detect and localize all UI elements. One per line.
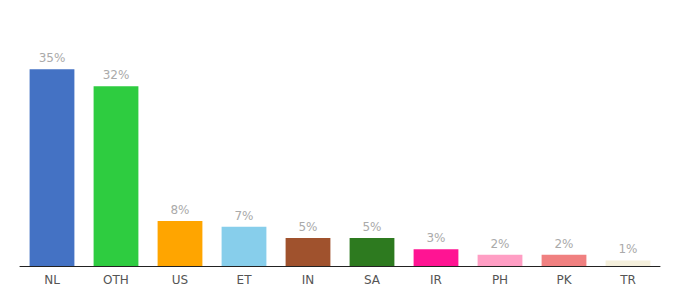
svg-text:SA: SA <box>364 273 381 287</box>
svg-text:7%: 7% <box>234 209 253 223</box>
svg-text:US: US <box>172 273 188 287</box>
svg-text:8%: 8% <box>170 203 189 217</box>
svg-text:3%: 3% <box>426 231 445 245</box>
svg-text:OTH: OTH <box>103 273 129 287</box>
svg-text:PH: PH <box>492 273 508 287</box>
svg-text:IR: IR <box>430 273 442 287</box>
svg-text:ET: ET <box>237 273 253 287</box>
svg-text:1%: 1% <box>618 242 637 256</box>
svg-text:2%: 2% <box>490 237 509 251</box>
svg-text:IN: IN <box>302 273 315 287</box>
svg-text:TR: TR <box>619 273 636 287</box>
svg-text:PK: PK <box>556 273 572 287</box>
svg-text:5%: 5% <box>298 220 317 234</box>
svg-text:5%: 5% <box>362 220 381 234</box>
svg-text:32%: 32% <box>103 68 130 82</box>
svg-text:35%: 35% <box>39 51 66 65</box>
svg-text:2%: 2% <box>554 237 573 251</box>
svg-text:NL: NL <box>44 273 60 287</box>
